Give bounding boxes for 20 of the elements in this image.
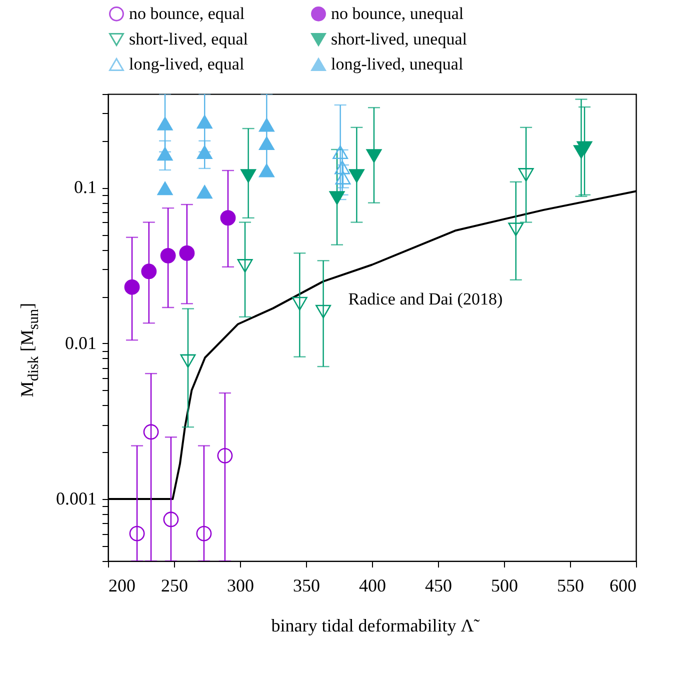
legend-label: short-lived, equal [129, 30, 248, 48]
x-tick-label: 400 [359, 576, 386, 596]
y-tick-label: 0.001 [56, 488, 96, 509]
legend-label: short-lived, unequal [331, 30, 468, 48]
annotation: Radice and Dai (2018) [348, 289, 503, 308]
y-tick-label: 0.01 [65, 332, 96, 353]
legend-label: no bounce, unequal [331, 4, 464, 23]
x-tick-label: 600 [610, 576, 636, 596]
legend-label: long-lived, equal [129, 54, 244, 74]
x-tick-label: 550 [557, 576, 584, 596]
x-tick-label: 200 [108, 576, 136, 596]
x-tick-label: 450 [425, 576, 452, 596]
legend-label: no bounce, equal [129, 4, 245, 23]
x-tick-label: 350 [293, 576, 320, 596]
y-tick-label: 0.1 [74, 177, 96, 198]
x-tick-label: 250 [161, 576, 188, 596]
x-tick-label: 500 [491, 576, 518, 596]
legend-label: long-lived, unequal [331, 54, 464, 74]
x-axis-title: binary tidal deformability Λ̃ [271, 616, 480, 636]
x-tick-label: 300 [227, 576, 254, 596]
